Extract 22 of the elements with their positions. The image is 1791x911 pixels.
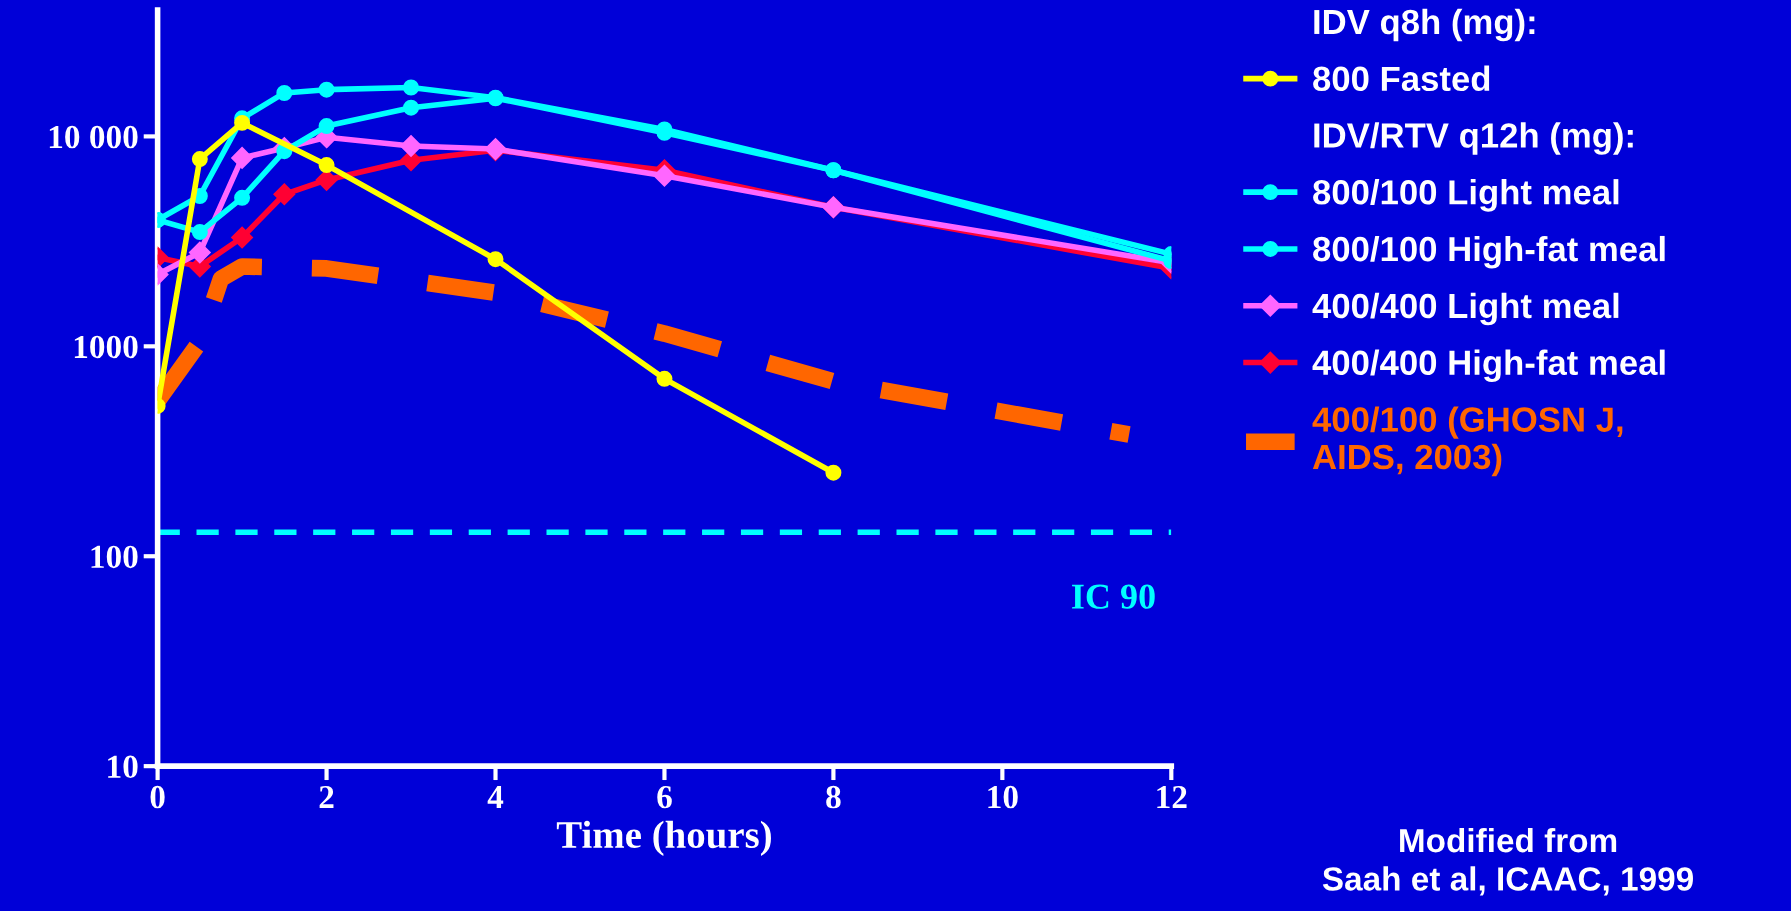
x-tick-label: 0 [150, 785, 165, 809]
x-tick-label: 2 [319, 785, 334, 809]
legend-label: 400/400 Light meal [1312, 292, 1619, 326]
ref-line-label: IC 90 [1072, 584, 1155, 609]
x-tick-label: 8 [826, 785, 841, 809]
text: IDV/RTV q12h (mg): [1314, 122, 1633, 155]
x-tick-label: 10 [988, 785, 1018, 809]
y-tick-label: 100 [91, 545, 138, 569]
legend-label: 800/100 Light meal [1313, 179, 1619, 212]
x-tick-label: 6 [657, 785, 672, 809]
text: Modified from Saah et al, ICAAC, 1999 [1322, 827, 1693, 896]
legend-label: 800/100 High-fat meal [1313, 235, 1665, 269]
x-tick-label: 4 [487, 786, 504, 809]
y-tick-label: 1000 [74, 335, 138, 359]
text: IDV q8h (mg): [1314, 8, 1535, 42]
x-axis-title: Time (hours) [556, 820, 771, 856]
legend-label: 400/400 High-fat meal [1312, 349, 1665, 383]
legend-label: 400/100 (GHOSN J, AIDS, 2003) [1312, 406, 1623, 477]
y-tick-label: 10 [108, 755, 138, 779]
x-tick-label: 12 [1157, 785, 1187, 809]
y-tick-label: 10 000 [49, 125, 138, 149]
legend-label: 800 Fasted [1313, 65, 1490, 92]
